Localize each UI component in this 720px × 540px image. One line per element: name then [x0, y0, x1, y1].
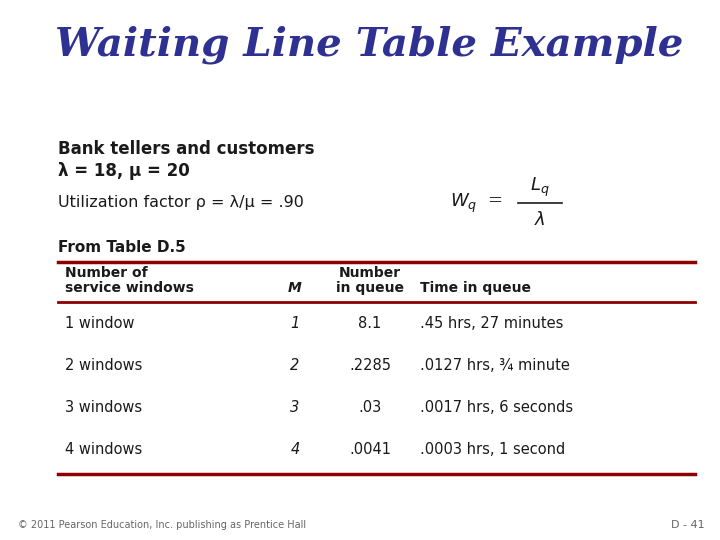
Text: © 2011 Pearson Education, Inc. publishing as Prentice Hall: © 2011 Pearson Education, Inc. publishin… — [18, 520, 306, 530]
Text: Bank tellers and customers: Bank tellers and customers — [58, 140, 315, 158]
Text: Number of: Number of — [65, 266, 148, 280]
Text: 2 windows: 2 windows — [65, 358, 143, 373]
Text: $L_q$: $L_q$ — [530, 176, 550, 199]
Text: From Table D.5: From Table D.5 — [58, 240, 186, 255]
Text: in queue: in queue — [336, 281, 404, 295]
Text: Waiting Line Table Example: Waiting Line Table Example — [55, 25, 683, 64]
Text: 1: 1 — [290, 316, 300, 331]
Text: Number: Number — [339, 266, 401, 280]
Text: Utilization factor ρ = λ/μ = .90: Utilization factor ρ = λ/μ = .90 — [58, 195, 304, 210]
Text: .2285: .2285 — [349, 358, 391, 373]
Text: $W_q$  =: $W_q$ = — [450, 191, 503, 214]
Text: .0041: .0041 — [349, 442, 391, 457]
Text: .0127 hrs, ¾ minute: .0127 hrs, ¾ minute — [420, 358, 570, 373]
Text: M: M — [288, 281, 302, 295]
Text: 3 windows: 3 windows — [65, 400, 142, 415]
Text: .0003 hrs, 1 second: .0003 hrs, 1 second — [420, 442, 565, 457]
Text: 1 window: 1 window — [65, 316, 135, 331]
Text: 4 windows: 4 windows — [65, 442, 143, 457]
Text: 8.1: 8.1 — [359, 316, 382, 331]
Text: 4: 4 — [290, 442, 300, 457]
Text: .45 hrs, 27 minutes: .45 hrs, 27 minutes — [420, 316, 563, 331]
Text: λ = 18, μ = 20: λ = 18, μ = 20 — [58, 162, 190, 180]
Text: Time in queue: Time in queue — [420, 281, 531, 295]
Text: .0017 hrs, 6 seconds: .0017 hrs, 6 seconds — [420, 400, 573, 415]
Text: service windows: service windows — [65, 281, 194, 295]
Text: D - 41: D - 41 — [671, 520, 705, 530]
Text: 3: 3 — [290, 400, 300, 415]
Text: $\lambda$: $\lambda$ — [534, 211, 546, 229]
Text: .03: .03 — [359, 400, 382, 415]
Text: 2: 2 — [290, 358, 300, 373]
